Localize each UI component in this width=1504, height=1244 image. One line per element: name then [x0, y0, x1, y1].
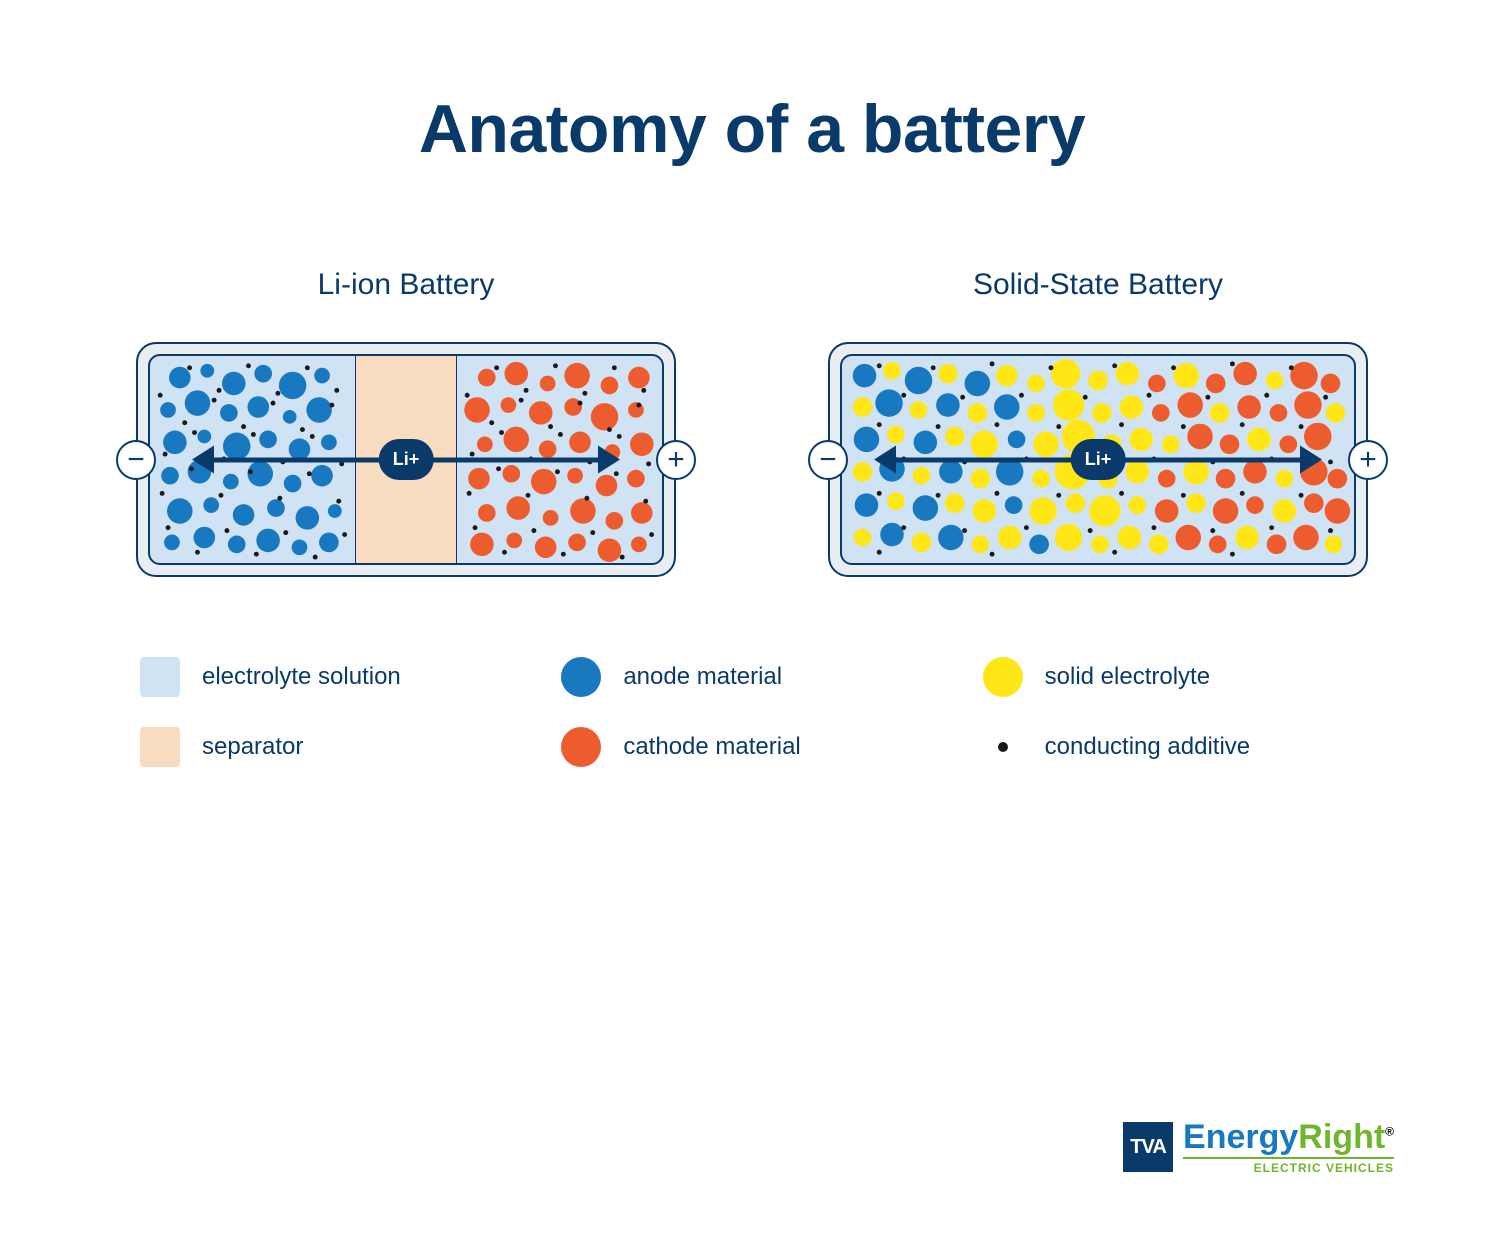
solid-case: Li+ — [828, 342, 1368, 577]
legend-solid-electrolyte: solid electrolyte — [983, 657, 1364, 697]
swatch-icon — [561, 657, 601, 697]
legend-separator: separator — [140, 727, 521, 767]
swatch-icon — [983, 657, 1023, 697]
legend-label: anode material — [623, 663, 782, 691]
solid-diagram: − Li+ + — [792, 342, 1404, 577]
solid-label: Solid-State Battery — [792, 268, 1404, 302]
solid-arrow: Li+ — [878, 457, 1318, 462]
liion-arrow: Li+ — [196, 457, 616, 462]
legend-label: electrolyte solution — [202, 663, 401, 691]
plus-terminal-icon: + — [656, 440, 696, 480]
liion-case: Li+ — [136, 342, 676, 577]
logo-divider — [1183, 1157, 1394, 1159]
liion-diagram: − Li+ — [100, 342, 712, 577]
legend-label: cathode material — [623, 733, 800, 761]
minus-terminal-icon: − — [808, 440, 848, 480]
plus-terminal-icon: + — [1348, 440, 1388, 480]
swatch-icon — [140, 727, 180, 767]
logo-subtitle: ELECTRIC VEHICLES — [1183, 1162, 1394, 1174]
energyright-text: EnergyRight® ELECTRIC VEHICLES — [1183, 1120, 1394, 1174]
legend-conducting-additive: conducting additive — [983, 727, 1364, 767]
trademark-icon: ® — [1385, 1125, 1394, 1139]
right-word: Right — [1298, 1118, 1385, 1156]
brand-logo: TVA EnergyRight® ELECTRIC VEHICLES — [1123, 1120, 1394, 1174]
swatch-icon — [561, 727, 601, 767]
legend-label: separator — [202, 733, 303, 761]
swatch-icon — [983, 727, 1023, 767]
minus-terminal-icon: − — [116, 440, 156, 480]
tva-logo-icon: TVA — [1123, 1122, 1173, 1172]
liion-column: Li-ion Battery − Li+ — [100, 268, 712, 577]
swatch-icon — [140, 657, 180, 697]
li-badge: Li+ — [379, 439, 434, 480]
legend-label: solid electrolyte — [1045, 663, 1210, 691]
solid-column: Solid-State Battery − Li+ + — [792, 268, 1404, 577]
legend-label: conducting additive — [1045, 733, 1250, 761]
page-title: Anatomy of a battery — [100, 90, 1404, 168]
legend-cathode: cathode material — [561, 727, 942, 767]
li-badge: Li+ — [1071, 439, 1126, 480]
solid-inner: Li+ — [840, 354, 1356, 565]
liion-inner: Li+ — [148, 354, 664, 565]
liion-label: Li-ion Battery — [100, 268, 712, 302]
legend: electrolyte solution anode material soli… — [100, 657, 1404, 767]
legend-electrolyte-solution: electrolyte solution — [140, 657, 521, 697]
battery-comparison-row: Li-ion Battery − Li+ — [100, 268, 1404, 577]
legend-anode: anode material — [561, 657, 942, 697]
energy-word: Energy — [1183, 1118, 1298, 1156]
